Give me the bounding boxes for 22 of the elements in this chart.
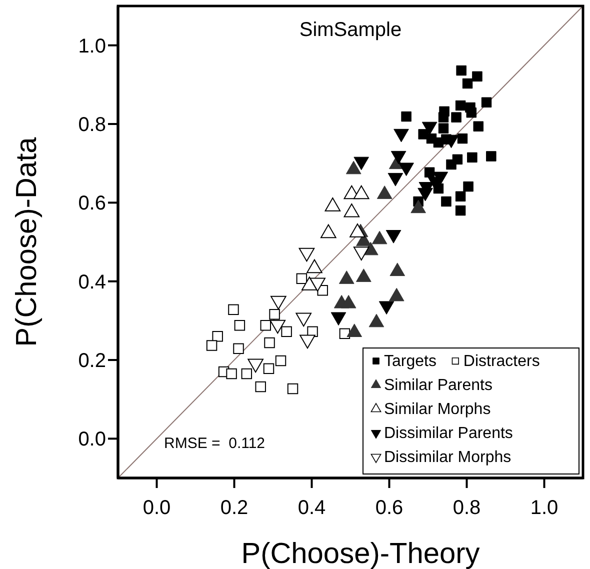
annotation: RMSE = 0.112 <box>164 435 266 452</box>
text: SimSample <box>299 19 402 41</box>
x-tick-label: 0.6 <box>375 497 404 519</box>
legend-label: Dissimilar Morphs <box>384 449 512 466</box>
x-tick-label: 0.8 <box>452 497 481 519</box>
legend-label: Targets <box>384 353 436 370</box>
y-tick-label: 0.6 <box>78 192 106 215</box>
y-tick-label: 0.0 <box>78 428 106 451</box>
y-axis-title: P(Choose)-Data <box>11 136 43 347</box>
x-tick-label: 1.0 <box>530 497 558 519</box>
y-tick-label: 0.8 <box>78 114 106 136</box>
legend-label: Dissimilar Parents <box>384 425 513 442</box>
x-axis-title: P(Choose)-Theory <box>241 538 480 569</box>
x-tick-label: 0.2 <box>220 497 248 519</box>
legend-label: Distracters <box>463 353 540 370</box>
x-tick-label: 0.4 <box>298 497 326 519</box>
legend-label: Similar Morphs <box>384 401 491 418</box>
y-tick-label: 0.2 <box>78 350 106 372</box>
x-tick-label: 0.0 <box>142 497 171 519</box>
legend-label: Similar Parents <box>384 377 492 394</box>
y-tick-label: 0.4 <box>78 271 106 294</box>
y-tick-label: 1.0 <box>78 35 106 58</box>
